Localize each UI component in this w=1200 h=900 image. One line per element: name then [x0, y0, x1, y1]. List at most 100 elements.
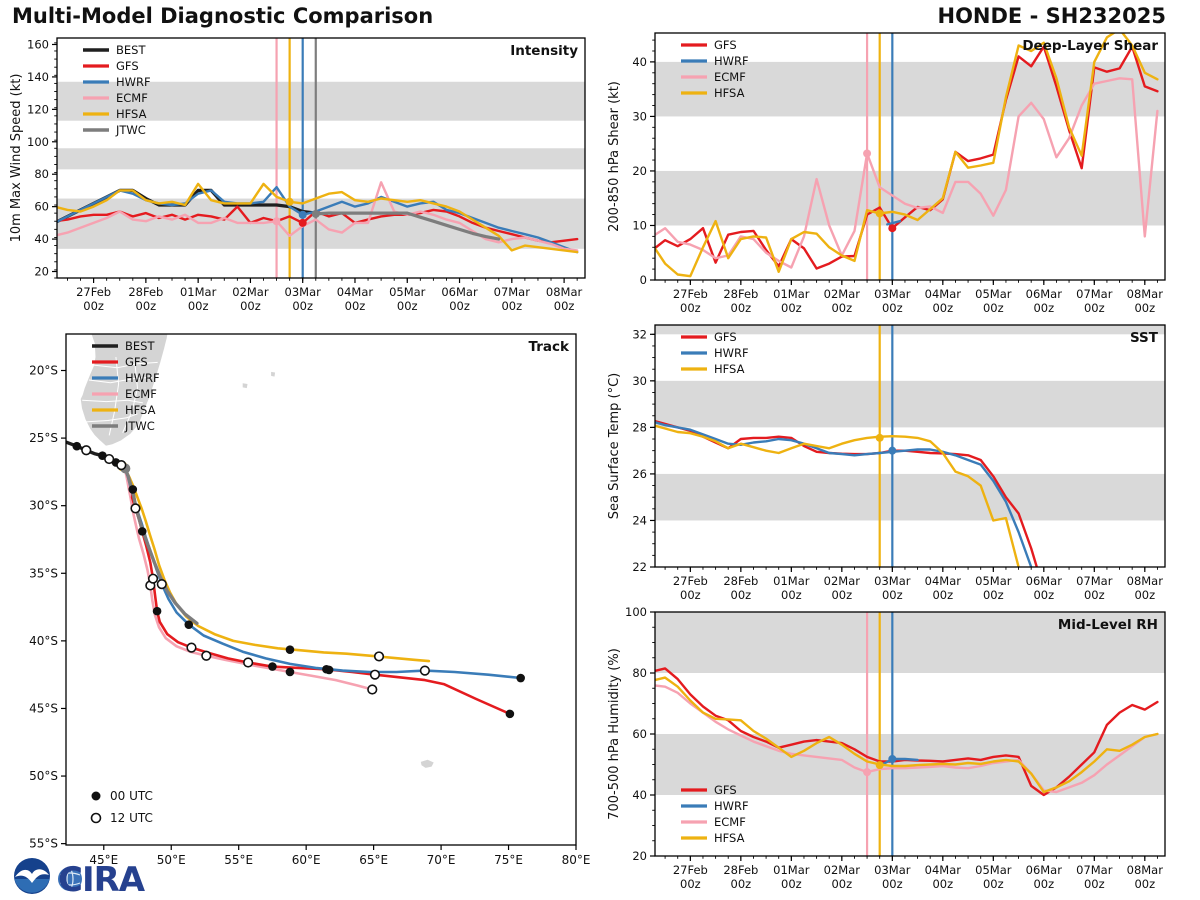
province-border [93, 361, 158, 369]
category-band [57, 148, 585, 170]
track-HWRF [123, 466, 523, 680]
lon-tick-label: 55°E [224, 853, 253, 867]
x-tick-sublabel: 00z [292, 299, 313, 313]
y-axis-title-sst: Sea Surface Temp (°C) [607, 373, 622, 520]
lon-tick-label: 80°E [562, 853, 591, 867]
x-tick-sublabel: 00z [882, 877, 903, 891]
y-axis-intensity: 20 40 60 80 100 120 140 160 [27, 37, 57, 279]
marker-12utc [81, 445, 92, 456]
category-band [655, 380, 1165, 428]
y-tick-label: 160 [27, 37, 49, 51]
x-tick-sublabel: 00z [781, 877, 802, 891]
lat-tick-label: 45°S [29, 701, 58, 715]
y-tick-label: 32 [632, 327, 647, 341]
x-tick-label: 05Mar [389, 285, 426, 299]
lat-tick-label: 30°S [29, 499, 58, 513]
x-tick-sublabel: 00z [983, 301, 1004, 315]
x-tick-label: 08Mar [1127, 287, 1164, 301]
marker-00utc [128, 485, 138, 494]
lon-tick-label: 50°E [157, 853, 186, 867]
marker-00utc [152, 606, 162, 616]
x-tick-label: 28Feb [128, 285, 163, 299]
x-tick-sublabel: 00z [983, 877, 1004, 891]
x-tick-sublabel: 00z [240, 299, 261, 313]
legend-label-HWRF: HWRF [714, 346, 749, 360]
series-HFSA [655, 33, 1159, 278]
lat-tick-label: 55°S [29, 837, 58, 851]
legend-label-ECMF: ECMF [125, 387, 157, 401]
legend-label-BEST: BEST [116, 43, 146, 57]
marker-00utc [505, 709, 515, 719]
x-tick-label: 27Feb [673, 287, 708, 301]
y-tick-label: 10 [632, 218, 647, 232]
lat-tick-label: 20°S [29, 364, 58, 378]
x-tick-label: 07Mar [1076, 287, 1113, 301]
x-tick-label: 27Feb [76, 285, 111, 299]
lat-tick-label: 35°S [29, 566, 58, 580]
x-tick-sublabel: 00z [932, 301, 953, 315]
x-tick-sublabel: 00z [831, 588, 852, 602]
init-marker-ECMF [863, 768, 872, 777]
x-axis-shear: 27Feb00z28Feb00z01Mar00z02Mar00z03Mar00z… [664, 280, 1164, 315]
x-tick-label: 08Mar [546, 285, 583, 299]
marker-12utc [156, 578, 167, 590]
x-tick-label: 01Mar [773, 287, 810, 301]
panel-sst: SST27Feb00z28Feb00z01Mar00z02Mar00z03Mar… [607, 324, 1166, 602]
legend-rh: GFS HWRF ECMF HFSA [681, 783, 749, 845]
x-tick-sublabel: 00z [882, 301, 903, 315]
y-tick-label: 30 [632, 374, 647, 388]
x-tick-label: 04Mar [925, 574, 962, 588]
x-tick-label: 08Mar [1127, 574, 1164, 588]
init-marker-ECMF [863, 149, 872, 158]
x-tick-sublabel: 00z [501, 299, 522, 313]
lon-tick-label: 70°E [427, 853, 456, 867]
y-tick-label: 40 [632, 788, 647, 802]
init-marker-HFSA [875, 761, 884, 770]
marker-12utc [419, 665, 430, 676]
marker-00utc [72, 441, 82, 451]
x-tick-label: 06Mar [1026, 574, 1063, 588]
y-tick-label: 60 [34, 200, 49, 214]
x-tick-label: 04Mar [337, 285, 374, 299]
y-tick-label: 26 [632, 467, 647, 481]
legend-utc-label: 12 UTC [110, 811, 153, 825]
x-tick-label: 03Mar [874, 574, 911, 588]
x-tick-label: 28Feb [723, 574, 758, 588]
panel-title-sst: SST [1130, 330, 1159, 346]
y-axis-title-shear: 200-850 hPa Shear (kt) [607, 81, 622, 232]
lat-tick-label: 50°S [29, 769, 58, 783]
y-tick-label: 0 [640, 273, 647, 287]
series-GFS [655, 45, 1159, 270]
legend-label-HWRF: HWRF [714, 799, 749, 813]
island [242, 383, 248, 389]
legend-label-ECMF: ECMF [116, 91, 148, 105]
legend-utc-label: 00 UTC [110, 789, 153, 803]
init-marker-GFS [298, 218, 307, 227]
y-axis-track: 20°S 25°S 30°S 35°S 40°S 45°S 50°S 55°S [29, 364, 66, 851]
x-tick-sublabel: 00z [188, 299, 209, 313]
lon-tick-label: 75°E [494, 853, 523, 867]
y-axis-shear: 0 10 20 30 40 [632, 39, 655, 287]
x-tick-sublabel: 00z [831, 301, 852, 315]
marker-12utc [373, 651, 385, 662]
category-band [655, 325, 1165, 335]
province-border [86, 413, 138, 423]
cira-globe-icon [58, 867, 82, 891]
y-tick-label: 80 [632, 666, 647, 680]
x-tick-label: 28Feb [723, 863, 758, 877]
legend-label-JTWC: JTWC [115, 123, 146, 137]
y-tick-label: 120 [27, 102, 49, 116]
x-tick-label: 01Mar [180, 285, 217, 299]
panel-intensity: Intensity27Feb00z28Feb00z01Mar00z02Mar00… [9, 37, 586, 313]
x-tick-label: 06Mar [1026, 863, 1063, 877]
x-tick-sublabel: 00z [83, 299, 104, 313]
panel-title-track: Track [529, 339, 570, 355]
x-tick-label: 27Feb [673, 863, 708, 877]
x-axis-sst: 27Feb00z28Feb00z01Mar00z02Mar00z03Mar00z… [664, 567, 1164, 602]
marker-12utc [243, 657, 254, 668]
x-tick-label: 05Mar [975, 574, 1012, 588]
category-band [655, 612, 1165, 673]
x-tick-label: 07Mar [1076, 863, 1113, 877]
